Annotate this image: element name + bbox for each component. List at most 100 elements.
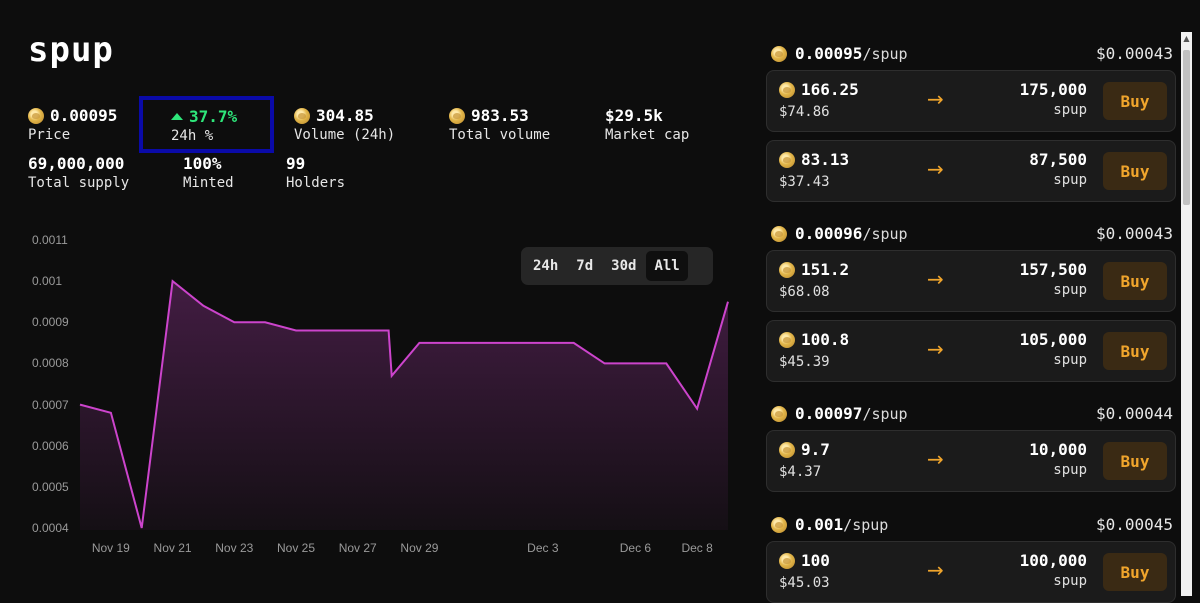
order-amount: 100.8 xyxy=(801,330,850,349)
x-axis-tick: Nov 19 xyxy=(91,541,130,555)
buy-button[interactable]: Buy xyxy=(1103,262,1167,300)
price-level-header: 0.001/spup $0.00045 xyxy=(771,515,1173,534)
range-selector: 24h 7d 30d All xyxy=(521,247,713,285)
minted-stat: 100% Minted xyxy=(183,154,234,191)
order-unit: spup xyxy=(1053,462,1087,478)
holders-value: 99 xyxy=(286,154,306,173)
chart-area-fill xyxy=(80,281,728,530)
volume-label: Volume (24h) xyxy=(294,127,396,143)
y-axis-tick: 0.0008 xyxy=(32,356,69,371)
order-amount: 83.13 xyxy=(801,150,850,169)
price-stat: 0.00095 Price xyxy=(28,106,117,143)
order-quantity: 157,500 xyxy=(1019,260,1087,279)
total-volume-value: 983.53 xyxy=(471,106,529,125)
order-quantity: 100,000 xyxy=(1019,551,1087,570)
level-unit: /spup xyxy=(862,45,908,63)
order-quantity: 175,000 xyxy=(1019,80,1087,99)
buy-button[interactable]: Buy xyxy=(1103,152,1167,190)
market-cap-stat: $29.5k Market cap xyxy=(605,106,689,143)
doge-coin-icon xyxy=(779,441,795,458)
total-supply-label: Total supply xyxy=(28,175,130,191)
y-axis-tick: 0.001 xyxy=(32,274,63,289)
buy-button[interactable]: Buy xyxy=(1103,82,1167,120)
price-level-header: 0.00096/spup $0.00043 xyxy=(771,224,1173,243)
doge-coin-icon xyxy=(771,516,787,533)
arrow-right-icon: → xyxy=(927,558,944,582)
order-amount: 166.25 xyxy=(801,80,859,99)
price-label: Price xyxy=(28,127,71,143)
total-supply-value: 69,000,000 xyxy=(28,154,125,173)
order-unit: spup xyxy=(1053,282,1087,298)
doge-coin-icon xyxy=(28,107,44,124)
order-quantity: 105,000 xyxy=(1019,330,1087,349)
doge-coin-icon xyxy=(771,225,787,242)
change-stat: 37.7% 24h % xyxy=(171,107,237,144)
scroll-up-arrow-icon[interactable]: ▲ xyxy=(1183,34,1190,43)
buy-button[interactable]: Buy xyxy=(1103,332,1167,370)
token-title: spup xyxy=(28,30,114,70)
total-volume-stat: 983.53 Total volume xyxy=(449,106,550,143)
scrollbar-thumb[interactable] xyxy=(1183,50,1190,205)
y-axis-tick: 0.0009 xyxy=(32,315,69,330)
order-usd-value: $74.86 xyxy=(779,104,830,120)
level-usd-price: $0.00043 xyxy=(1095,44,1173,63)
order-amount: 9.7 xyxy=(801,440,830,459)
level-usd-price: $0.00044 xyxy=(1095,404,1173,423)
order-card: 83.13 $37.43 → 87,500 spup Buy xyxy=(766,140,1176,202)
order-amount: 151.2 xyxy=(801,260,850,279)
order-amount: 100 xyxy=(801,551,830,570)
range-all-button[interactable]: All xyxy=(646,251,688,281)
order-card: 151.2 $68.08 → 157,500 spup Buy xyxy=(766,250,1176,312)
level-unit: /spup xyxy=(862,405,908,423)
x-axis-tick: Dec 8 xyxy=(681,541,713,555)
x-axis-tick: Dec 3 xyxy=(527,541,559,555)
volume-value: 304.85 xyxy=(316,106,374,125)
price-value: 0.00095 xyxy=(50,106,118,125)
total-supply-stat: 69,000,000 Total supply xyxy=(28,154,129,191)
arrow-right-icon: → xyxy=(927,157,944,181)
order-card: 9.7 $4.37 → 10,000 spup Buy xyxy=(766,430,1176,492)
arrow-right-icon: → xyxy=(927,87,944,111)
y-axis-tick: 0.0005 xyxy=(32,479,69,494)
arrow-right-icon: → xyxy=(927,337,944,361)
order-unit: spup xyxy=(1053,172,1087,188)
buy-button[interactable]: Buy xyxy=(1103,553,1167,591)
order-usd-value: $4.37 xyxy=(779,464,822,480)
price-chart[interactable] xyxy=(0,0,750,596)
y-axis-tick: 0.0006 xyxy=(32,438,69,453)
range-7d-button[interactable]: 7d xyxy=(576,258,594,274)
y-axis-tick: 0.0011 xyxy=(32,233,68,247)
level-price: 0.00095 xyxy=(795,44,863,63)
doge-coin-icon xyxy=(449,107,465,124)
level-price: 0.001 xyxy=(795,515,844,534)
level-usd-price: $0.00045 xyxy=(1095,515,1173,534)
price-level-header: 0.00097/spup $0.00044 xyxy=(771,404,1173,423)
order-card: 100.8 $45.39 → 105,000 spup Buy xyxy=(766,320,1176,382)
doge-coin-icon xyxy=(779,151,795,168)
scrollbar-track[interactable] xyxy=(1181,32,1192,596)
order-unit: spup xyxy=(1053,352,1087,368)
chart-price-line xyxy=(79,279,729,529)
doge-coin-icon xyxy=(294,107,310,124)
price-level-header: 0.00095/spup $0.00043 xyxy=(771,44,1173,63)
highlight-box xyxy=(139,96,274,153)
minted-value: 100% xyxy=(183,154,222,173)
doge-coin-icon xyxy=(779,261,795,278)
range-24h-button[interactable]: 24h xyxy=(533,258,559,274)
arrow-right-icon: → xyxy=(927,447,944,471)
x-axis-tick: Nov 21 xyxy=(153,541,192,555)
order-quantity: 10,000 xyxy=(1029,440,1087,459)
doge-coin-icon xyxy=(771,405,787,422)
arrow-up-icon xyxy=(171,113,183,120)
order-unit: spup xyxy=(1053,573,1087,589)
x-axis-tick: Dec 6 xyxy=(619,541,652,555)
arrow-right-icon: → xyxy=(927,267,944,291)
x-axis-tick: Nov 27 xyxy=(338,541,377,555)
change-label: 24h % xyxy=(171,128,214,144)
y-axis-tick: 0.0004 xyxy=(32,521,69,535)
buy-button[interactable]: Buy xyxy=(1103,442,1167,480)
change-value: 37.7% xyxy=(189,107,238,126)
level-price: 0.00096 xyxy=(795,224,863,243)
x-axis-tick: Nov 23 xyxy=(215,541,254,555)
range-30d-button[interactable]: 30d xyxy=(611,258,637,274)
